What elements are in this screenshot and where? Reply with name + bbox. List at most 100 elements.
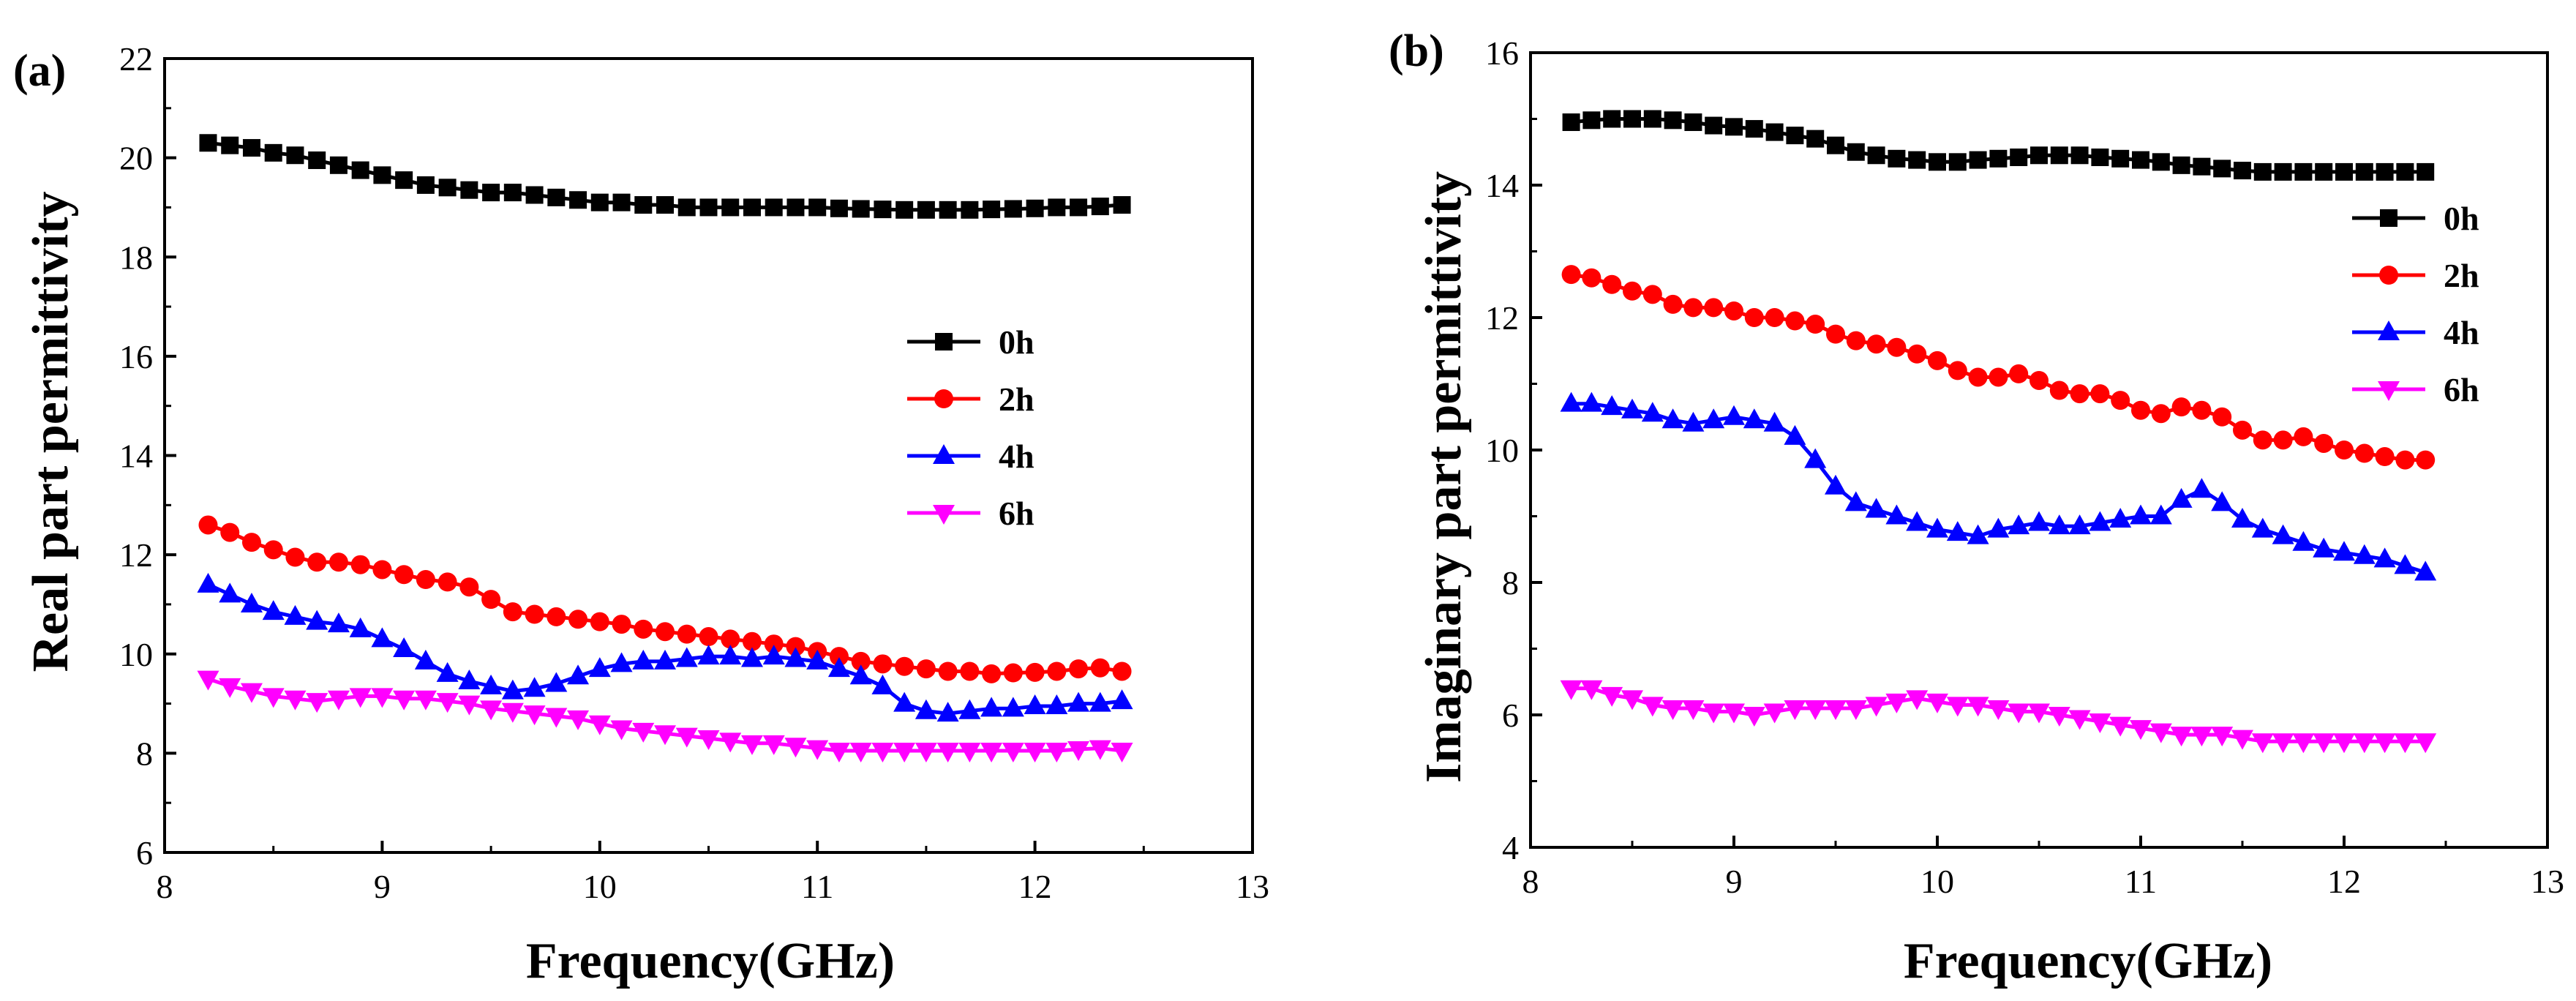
data-point-0h [786,198,805,217]
data-point-0h [1806,130,1825,148]
data-point-4h [2333,541,2355,561]
data-point-4h [501,679,524,700]
data-point-2h [721,629,740,649]
data-point-0h [2070,146,2089,165]
data-point-4h [1661,408,1684,429]
legend-label: 0h [999,323,1034,361]
data-point-2h [328,552,348,572]
data-point-6h [458,695,481,716]
data-point-0h [1888,149,1906,168]
data-point-4h [893,691,916,712]
data-point-0h [917,200,935,219]
data-point-2h [2314,433,2334,453]
data-point-0h [634,196,653,214]
data-point-4h [240,592,263,612]
data-point-4h [740,647,763,667]
data-point-6h [1641,697,1664,717]
data-point-2h [2009,364,2029,383]
series-4h [1560,391,2437,581]
data-point-2h [1989,367,2008,387]
data-point-6h [893,742,916,762]
data-point-6h [1580,680,1603,700]
data-point-0h [2152,153,2170,171]
data-point-2h [916,659,936,679]
data-point-2h [982,664,1002,683]
data-point-4h [2130,504,2152,525]
data-point-6h [349,688,372,708]
data-point-2h [2070,384,2089,404]
data-point-4h [219,582,241,603]
data-point-0h [569,191,587,209]
data-point-4h [2414,561,2437,581]
data-point-6h [523,705,546,726]
data-point-4h [958,699,981,719]
y-tick-label: 20 [119,140,153,177]
data-point-2h [764,634,784,654]
data-point-0h [721,198,740,217]
data-point-0h [1786,127,1804,145]
data-point-0h [1562,113,1580,132]
data-point-4h [306,610,328,630]
data-point-6h [958,742,981,762]
data-point-2h [1663,294,1683,314]
data-point-4h [806,649,829,670]
y-tick-label: 8 [1502,564,1519,601]
data-point-0h [852,200,870,218]
data-point-6h [567,710,590,730]
data-point-6h [849,742,872,762]
y-tick-label: 4 [1502,829,1519,866]
legend-marker [2380,209,2397,227]
x-axis-title-a: Frequency(GHz) [526,933,895,989]
data-point-6h [1067,741,1090,761]
data-point-6h [1987,700,2010,720]
data-point-6h [1024,742,1046,762]
panel-label-a: (a) [13,46,66,96]
legend-marker [2378,381,2400,401]
data-point-0h [1847,143,1865,161]
data-point-4h [654,649,677,670]
x-tick-label: 10 [1920,863,1954,900]
data-point-2h [2192,400,2212,420]
data-point-0h [1827,136,1844,154]
data-point-2h [851,651,871,671]
data-point-6h [632,722,655,743]
legend-b: 0h 2h 4h 6h [2352,200,2479,408]
data-point-4h [2231,508,2253,528]
data-point-6h [588,715,611,735]
data-point-4h [436,661,459,682]
data-point-6h [2292,733,2315,754]
data-point-2h [285,547,305,567]
data-point-6h [1723,703,1745,724]
data-point-4h [2292,531,2315,551]
data-point-0h [2274,162,2292,181]
data-point-0h [1908,151,1926,169]
data-point-2h [438,572,457,592]
data-point-6h [1682,700,1705,720]
data-point-2h [2335,440,2354,460]
data-point-6h [915,742,937,762]
data-point-6h [2048,707,2070,727]
data-point-4h [1111,689,1133,710]
data-point-6h [740,735,763,755]
data-point-0h [1582,111,1601,130]
data-point-6h [1045,742,1068,762]
y-tick-label: 10 [1485,432,1519,469]
data-point-6h [1926,693,1948,713]
data-point-0h [1948,153,1967,171]
data-point-6h [2313,733,2335,754]
legend-entry-6h: 6h [2352,371,2479,408]
x-tick-label: 8 [157,868,173,905]
data-point-0h [1725,118,1743,136]
data-point-2h [2212,407,2232,427]
data-point-4h [784,647,807,667]
data-point-2h [1003,663,1023,683]
data-point-6h [1844,700,1867,720]
data-point-0h [1684,113,1702,132]
series-0h [1562,110,2435,181]
data-point-2h [612,615,631,634]
data-point-6h [2149,723,2172,743]
data-point-6h [1906,690,1929,711]
data-point-6h [2333,733,2355,754]
legend-label: 4h [999,438,1034,475]
